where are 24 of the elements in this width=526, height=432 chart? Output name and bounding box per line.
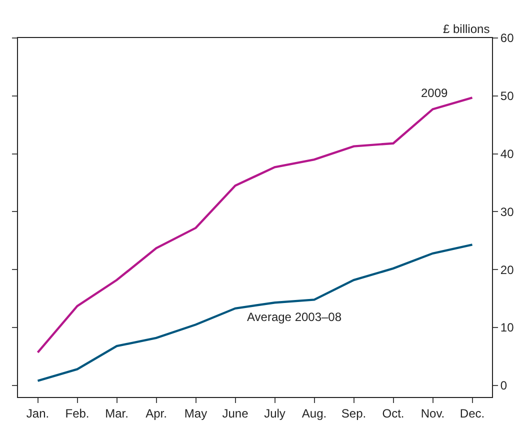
x-tick-label: Sep. [341, 406, 366, 420]
x-tick-label: Feb. [65, 406, 90, 420]
x-tick-label: Aug. [302, 406, 327, 420]
y-axis-title: £ billions [443, 22, 490, 36]
x-tick-label: Oct. [382, 406, 404, 420]
y-tick-label: 20 [500, 262, 514, 277]
line-series [36, 96, 474, 354]
y-tick-label: 30 [500, 204, 514, 219]
x-tick-label: Apr. [146, 406, 167, 420]
y-tick-label: 0 [500, 378, 508, 393]
x-tick-label: July [264, 406, 286, 420]
line-series [36, 244, 474, 382]
x-tick-label: Nov. [420, 406, 445, 420]
x-tick-label: Jan. [26, 406, 50, 420]
x-tick-label: Dec. [460, 406, 485, 420]
x-tick-label: June [222, 406, 249, 420]
x-tick-label: Mar. [105, 406, 128, 420]
x-tick-label: May [184, 406, 208, 420]
series-label: 2009 [421, 86, 448, 100]
y-tick-label: 10 [500, 320, 514, 335]
y-tick-label: 60 [500, 31, 514, 46]
series-label: Average 2003–08 [247, 310, 342, 324]
y-tick-label: 50 [500, 89, 514, 104]
y-tick-label: 40 [500, 147, 514, 162]
